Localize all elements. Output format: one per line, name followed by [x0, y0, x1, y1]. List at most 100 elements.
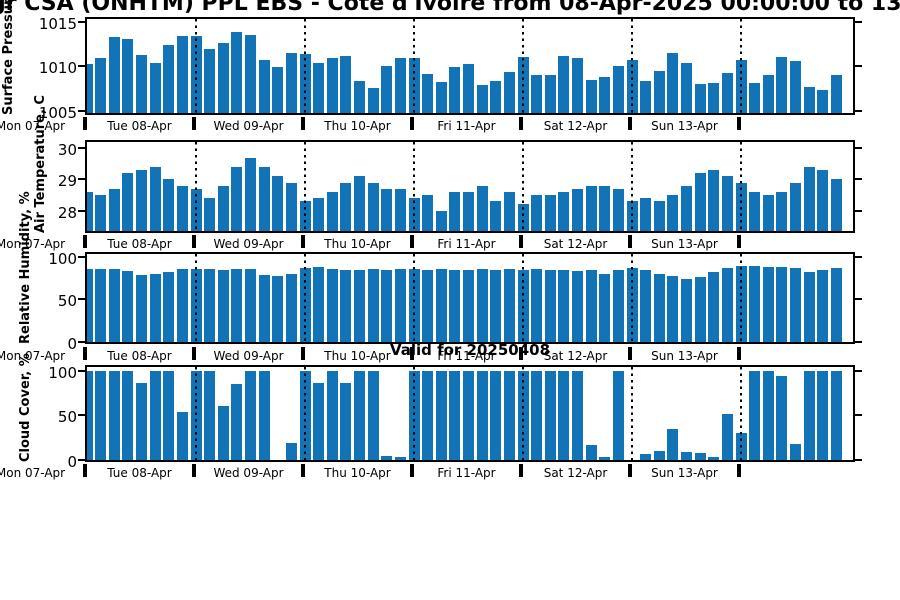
bar [653, 201, 665, 231]
bar [163, 179, 175, 231]
bar [354, 80, 365, 113]
bar [612, 65, 624, 113]
y-tick-label: 28 [57, 203, 77, 222]
bar [122, 38, 134, 113]
bar [817, 89, 829, 113]
day-boundary-gridline [631, 19, 633, 113]
bar [490, 80, 502, 113]
day-label: Wed 09-Apr [213, 466, 284, 480]
bar [640, 270, 652, 342]
y-tick [78, 369, 85, 372]
bar [108, 269, 120, 342]
bar [381, 270, 393, 342]
bar [749, 83, 761, 113]
bar [245, 157, 256, 231]
bar [776, 191, 788, 231]
bar [422, 370, 434, 460]
day-tick [410, 235, 414, 248]
day-label: Thu 10-Apr [324, 237, 391, 251]
day-boundary-gridline [413, 367, 415, 460]
bar [653, 273, 665, 342]
bar [490, 370, 502, 460]
y-tick [78, 298, 85, 301]
bar [149, 166, 161, 231]
bar [681, 62, 692, 113]
y-tick-label: 0 [67, 335, 77, 353]
y-tick-label: 1005 [38, 104, 77, 123]
day-tick [519, 464, 523, 477]
subplot-cloud-cover: 0 50 100 [48, 364, 862, 471]
day-boundary-gridline [304, 142, 306, 231]
bar [176, 269, 188, 342]
day-label: Fri 11-Apr [437, 237, 496, 251]
bar [394, 58, 406, 113]
day-label: Sun 13-Apr [651, 119, 718, 133]
bar [285, 443, 297, 460]
bar [108, 36, 120, 113]
bar [721, 72, 733, 113]
day-label: Sun 13-Apr [651, 349, 718, 363]
bar [354, 370, 365, 460]
bar [476, 269, 488, 342]
day-boundary-gridline [740, 367, 742, 460]
y-tick [855, 65, 862, 68]
bar [558, 370, 570, 460]
day-boundary-gridline [631, 142, 633, 231]
bar [830, 370, 842, 460]
bar [354, 270, 365, 342]
bar [612, 270, 624, 342]
bar [176, 411, 188, 460]
day-boundary-gridline [522, 367, 524, 460]
day-boundary-gridline [740, 142, 742, 231]
bar [694, 277, 706, 342]
day-tick [410, 117, 414, 130]
y-tick [855, 341, 862, 343]
bar [245, 35, 256, 113]
bar [667, 53, 679, 113]
bar [313, 62, 325, 113]
bar [640, 198, 652, 231]
bar [803, 87, 815, 113]
bar [667, 428, 679, 460]
bar [681, 185, 692, 231]
day-tick [192, 347, 196, 360]
day-boundary-gridline [413, 142, 415, 231]
bar [108, 370, 120, 460]
bar [313, 198, 325, 231]
bar [572, 188, 583, 231]
day-label: Fri 11-Apr [437, 466, 496, 480]
bar [463, 270, 474, 342]
bar [435, 370, 447, 460]
y-tick [855, 414, 862, 417]
day-boundary-gridline [522, 19, 524, 113]
bar [258, 166, 270, 231]
day-tick [519, 117, 523, 130]
bar [449, 370, 461, 460]
bar [422, 270, 434, 342]
y-tick [78, 341, 85, 343]
bar [612, 370, 624, 460]
y-tick [78, 209, 85, 212]
y-tick-label: 30 [57, 141, 77, 160]
bar [435, 210, 447, 231]
bar [544, 270, 556, 342]
day-tick [519, 235, 523, 248]
bar [258, 370, 270, 460]
bar [231, 166, 243, 231]
bar [394, 188, 406, 231]
day-label: Sat 12-Apr [543, 119, 608, 133]
bar [762, 370, 774, 460]
y-tick [855, 20, 862, 23]
chart-title: gr CSA (ONHTM) PPL EBS - Cote d'Ivoire f… [0, 0, 900, 16]
y-tick-label: 100 [48, 249, 77, 268]
bar [163, 370, 175, 460]
day-tick [519, 347, 523, 360]
y-tick-label: 1015 [38, 14, 77, 33]
day-tick [410, 464, 414, 477]
day-boundary-gridline [740, 254, 742, 342]
bar [708, 170, 720, 231]
day-label: Thu 10-Apr [324, 466, 391, 480]
bar [544, 74, 556, 113]
day-label: Fri 11-Apr [437, 349, 496, 363]
bar [599, 457, 611, 460]
